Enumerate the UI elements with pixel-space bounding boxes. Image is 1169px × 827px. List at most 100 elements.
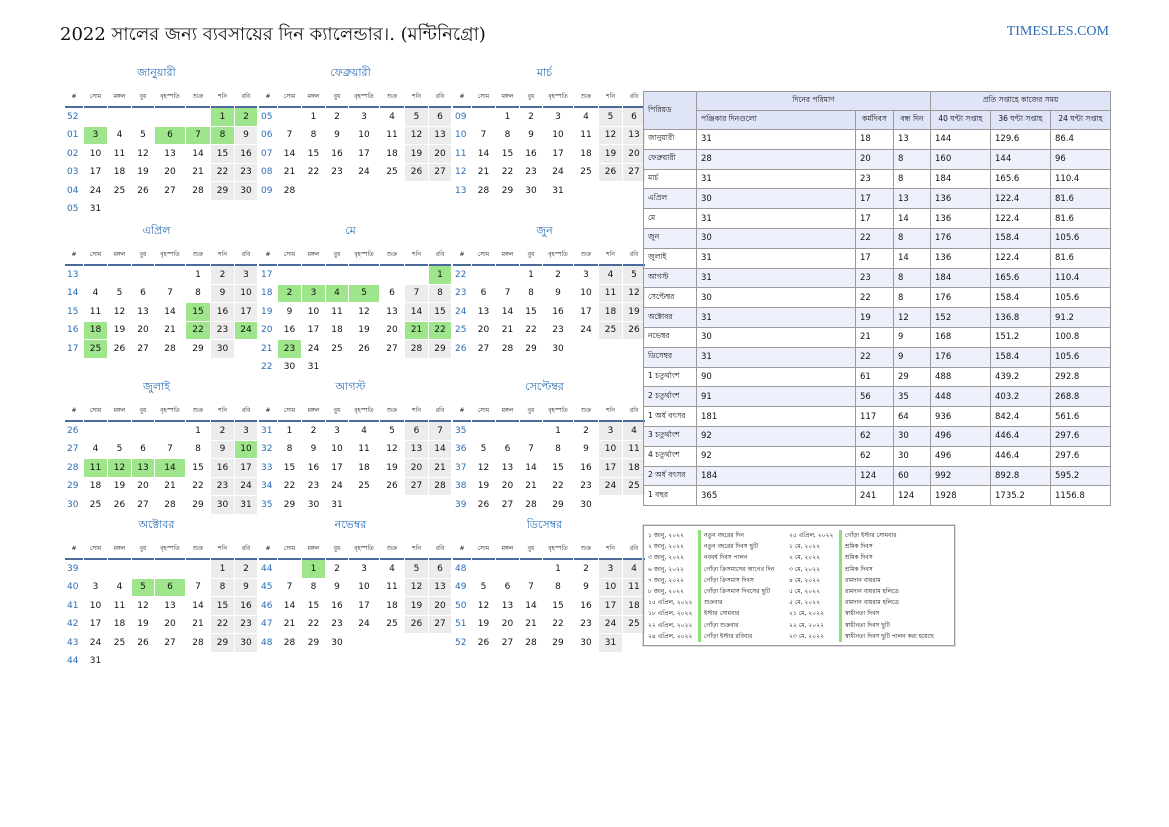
day — [326, 182, 348, 201]
week-row: 15 11 12 13 14 15 16 17 — [65, 303, 257, 322]
day: 8 — [429, 284, 451, 303]
day: 6 — [496, 579, 519, 597]
day: 10 — [84, 145, 107, 164]
day: 16 — [520, 145, 542, 164]
day: 23 — [302, 478, 325, 496]
week-row: 01 3 4 5 6 7 8 9 — [65, 126, 257, 145]
day: 3 — [84, 579, 107, 597]
stat-value: 184 — [930, 267, 991, 289]
day: 16 — [235, 597, 257, 616]
stat-value: 30 — [696, 287, 856, 309]
stat-value: 21 — [855, 326, 894, 348]
day — [235, 653, 257, 671]
period-label: মে — [643, 208, 697, 229]
weekday: রবি — [429, 538, 451, 560]
stat-value: 30 — [696, 188, 856, 210]
site-link[interactable]: TIMESLES.COM — [1006, 24, 1109, 39]
weekday: # — [65, 244, 83, 266]
day: 14 — [520, 459, 542, 478]
day: 12 — [405, 126, 428, 145]
weekday: # — [259, 400, 277, 422]
day: 24 — [84, 182, 107, 201]
weekday: শনি — [211, 244, 234, 266]
day: 27 — [155, 634, 185, 653]
weekday: রবি — [429, 86, 451, 108]
day: 27 — [155, 182, 185, 201]
day — [108, 108, 131, 127]
stat-value: 488 — [930, 366, 991, 388]
stat-value: 91 — [696, 386, 856, 408]
day: 6 — [429, 108, 451, 127]
weekday-header: # সোম মঙ্গল বুধ বৃহস্পতি শুক্র শনি রবি — [65, 244, 257, 266]
day: 22 — [520, 322, 542, 340]
weekday: # — [453, 244, 471, 266]
week-number: 40 — [65, 579, 83, 597]
stats-row: জুন 30 22 8 176 158.4 105.6 — [643, 227, 1112, 249]
stat-value: 136 — [930, 188, 991, 210]
day: 11 — [623, 578, 645, 597]
day: 3 — [326, 422, 348, 441]
day: 22 — [543, 478, 573, 496]
weekday: রবি — [623, 86, 645, 108]
weekday: বৃহস্পতি — [155, 538, 185, 560]
stats-row: 4 চতুর্থাংশ 92 62 30 496 446.4 297.6 — [643, 445, 1112, 467]
day: 18 — [326, 322, 348, 340]
day: 27 — [429, 163, 451, 182]
header-cell: বন্ধ দিন — [893, 110, 931, 130]
day: 6 — [429, 560, 451, 579]
day: 3 — [599, 560, 622, 579]
week-number: 13 — [453, 182, 471, 201]
day: 6 — [380, 285, 404, 303]
day: 14 — [155, 303, 185, 322]
stat-value: 31 — [696, 168, 856, 190]
month-calendar: ডিসেম্বর # সোম মঙ্গল বুধ বৃহস্পতি শুক্র শনি রবি 4… — [452, 515, 645, 653]
stat-value: 31 — [696, 267, 856, 289]
day: 2 — [543, 266, 573, 285]
weekday-header: # সোম মঙ্গল বুধ বৃহস্পতি শুক্র শনি রবি — [453, 86, 645, 108]
stat-value: 90 — [696, 366, 856, 388]
day: 12 — [405, 578, 428, 597]
stat-value: 22 — [855, 346, 894, 368]
stat-value: 29 — [893, 366, 931, 388]
day: 11 — [349, 441, 379, 459]
day: 22 — [186, 478, 210, 496]
week-row: 25 20 21 22 23 24 25 26 — [453, 321, 645, 340]
month-table: # সোম মঙ্গল বুধ বৃহস্পতি শুক্র শনি রবি 39 1 2 40 3 4 5… — [64, 538, 258, 671]
month-calendar: আগস্ট # সোম মঙ্গল বুধ বৃহস্পতি শুক্র শনি রবি 31 1 2… — [258, 377, 451, 515]
day: 2 — [574, 422, 598, 441]
day: 15 — [543, 459, 573, 478]
stat-value: 31 — [696, 346, 856, 368]
day: 8 — [520, 285, 542, 303]
weekday: রবি — [623, 244, 645, 266]
day — [574, 182, 598, 201]
stat-value: 122.4 — [990, 188, 1051, 210]
day: 20 — [155, 616, 185, 634]
stat-value: 64 — [893, 406, 931, 427]
month-name: ডিসেম্বর — [526, 518, 563, 531]
stat-value: 1156.8 — [1049, 485, 1112, 507]
holiday-column: ২৫ এপ্রিল, ২০২২ গোঁড়া ইস্টার সোমবার ১ মে,… — [789, 530, 934, 642]
stat-value: 496 — [930, 445, 991, 467]
week-number: 39 — [65, 560, 83, 579]
stats-row: নভেম্বর 30 21 9 168 151.2 100.8 — [643, 326, 1112, 348]
week-row: 29 18 19 20 21 22 23 24 — [65, 477, 257, 496]
day: 29 — [543, 496, 573, 515]
day: 14 — [405, 303, 428, 322]
day: 9 — [235, 578, 257, 597]
day: 27 — [472, 340, 495, 359]
day: 23 — [574, 616, 598, 634]
weekday: মঙ্গল — [108, 244, 131, 266]
day: 20 — [496, 478, 519, 496]
stats-row: অক্টোবর 31 19 12 152 136.8 91.2 — [643, 307, 1112, 328]
week-number: 21 — [259, 340, 277, 359]
holiday-date: ৮ জানু, ২০২২ — [648, 587, 684, 595]
day: 4 — [349, 422, 379, 441]
day: 2 — [326, 560, 348, 579]
header-cell: 24 ঘন্টা সপ্তাহ — [1049, 110, 1112, 130]
stat-value: 92 — [696, 425, 856, 447]
day: 18 — [380, 597, 404, 616]
day: 21 — [429, 459, 451, 478]
day: 21 — [155, 322, 185, 340]
weekday: মঙ্গল — [302, 86, 325, 108]
week-number: 52 — [65, 108, 83, 127]
